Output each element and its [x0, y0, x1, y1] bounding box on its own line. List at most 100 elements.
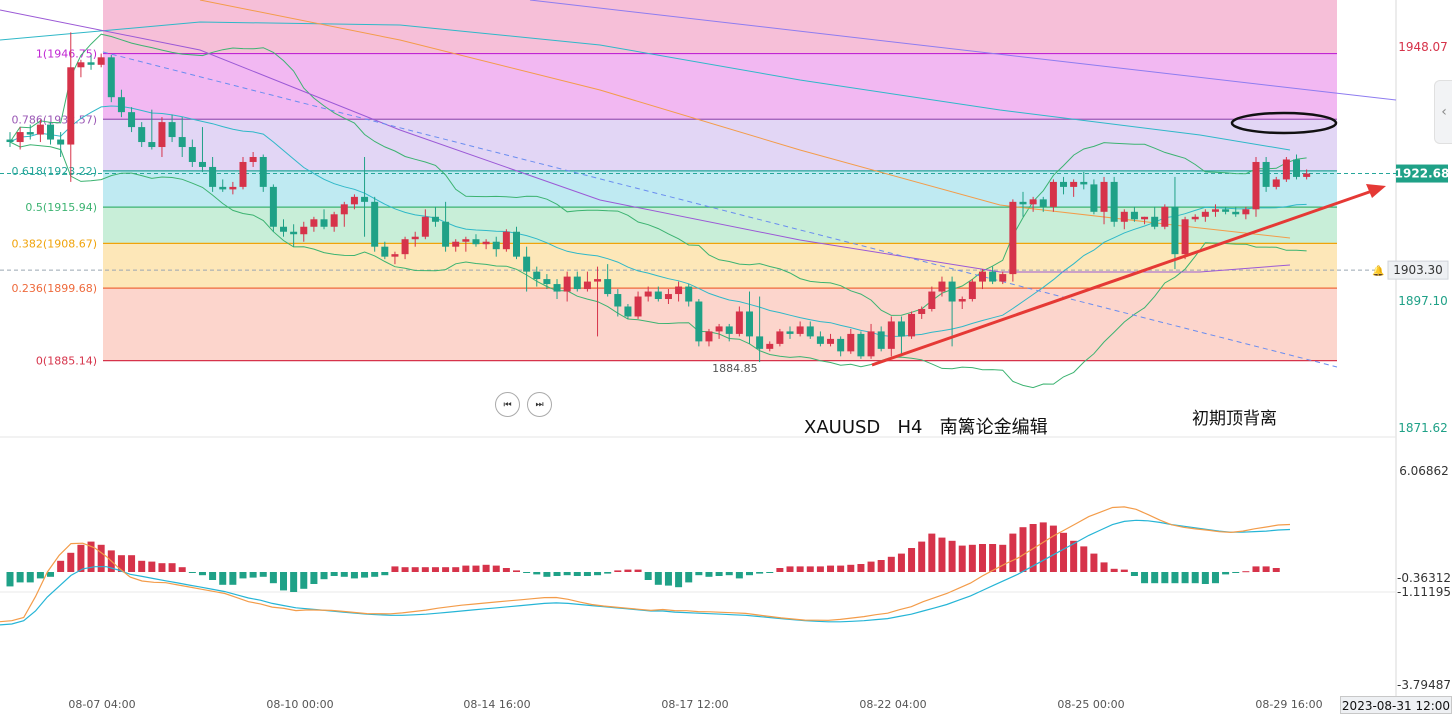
candle-body [259, 156, 267, 187]
candle-body [827, 338, 835, 344]
macd-bar [128, 555, 136, 572]
candle [786, 326, 794, 339]
macd-bar [350, 572, 358, 579]
candle-body [269, 186, 277, 227]
macd-bar [989, 544, 997, 572]
candle [766, 341, 774, 352]
candle [128, 107, 136, 133]
macd-bar [877, 560, 885, 572]
macd-bar [604, 572, 612, 574]
candle [239, 156, 247, 190]
candle-body [523, 256, 531, 272]
candle [928, 286, 936, 312]
candle [472, 234, 480, 247]
macd-bar [1201, 572, 1209, 584]
macd-bar [1049, 525, 1057, 572]
candle [756, 296, 764, 363]
candle [675, 281, 683, 302]
macd-bar [634, 569, 642, 572]
candle-body [107, 57, 115, 98]
candle [847, 328, 855, 354]
macd-bar [77, 544, 85, 572]
price-axis-tick: 1897.10 [1398, 294, 1448, 308]
macd-bar [614, 570, 622, 572]
macd-bar [411, 567, 419, 572]
candle-body [654, 291, 662, 300]
candle-body [249, 156, 257, 162]
candle [725, 323, 733, 342]
candle [320, 209, 328, 230]
side-panel-toggle[interactable]: ‹ [1434, 80, 1452, 144]
macd-bar [219, 572, 227, 585]
candle [897, 316, 905, 354]
candle [1019, 191, 1027, 217]
macd-bar [948, 540, 956, 572]
candle [523, 246, 531, 292]
macd-bar [401, 567, 409, 572]
macd-bar [624, 569, 632, 572]
candle-body [745, 311, 753, 337]
candle [887, 316, 895, 357]
candle-body [1049, 181, 1057, 207]
candle [16, 127, 24, 150]
candle-body [624, 306, 632, 317]
candle [654, 286, 662, 302]
candle [1130, 206, 1138, 222]
candle-body [897, 321, 905, 337]
macd-bar [887, 556, 895, 572]
macd-bar [1120, 569, 1128, 572]
candle-body [462, 239, 470, 242]
candle [1262, 156, 1270, 192]
time-axis-label: 08-10 00:00 [266, 698, 333, 711]
candle-body [452, 241, 460, 247]
macd-bar [138, 560, 146, 572]
macd-bar [148, 561, 156, 572]
macd-dif-line [0, 506, 1291, 623]
forward-button[interactable]: ⏭ [527, 392, 552, 417]
macd-bar [928, 533, 936, 572]
candle [290, 224, 298, 247]
candle [259, 154, 267, 192]
candle-body [188, 147, 196, 162]
macd-bar [553, 572, 561, 576]
candle-body [47, 124, 55, 140]
macd-bar [320, 572, 328, 580]
candle-body [1080, 181, 1088, 185]
candle-body [513, 231, 520, 257]
macd-bar [999, 544, 1007, 572]
macd-axis-tick: -0.36312 [1397, 571, 1451, 585]
candle [107, 54, 115, 103]
candle-body [1191, 216, 1199, 220]
fib-level-label: 0.5(1915.94) [25, 201, 97, 214]
candle [1222, 206, 1230, 215]
candle [1181, 216, 1189, 260]
candle-body [776, 331, 784, 344]
candle [57, 132, 65, 157]
candle [381, 241, 389, 260]
candle [138, 122, 146, 148]
rewind-button[interactable]: ⏮ [495, 392, 520, 417]
cursor-time-label: 2023-08-31 12:00 [1340, 696, 1452, 714]
candle-body [543, 279, 551, 285]
time-axis-label: 08-07 04:00 [68, 698, 135, 711]
candle-body [1171, 206, 1179, 255]
candle-body [999, 274, 1007, 282]
macd-bar [705, 572, 713, 577]
candle [1080, 171, 1088, 190]
macd-bar [968, 544, 976, 572]
candle [918, 306, 926, 319]
candle-body [1303, 173, 1311, 177]
candle-body [77, 62, 85, 68]
candle-body [968, 281, 976, 300]
macd-bar [654, 572, 662, 585]
candle-body [1070, 181, 1078, 187]
candle-body [735, 311, 743, 334]
candle-body [847, 333, 855, 352]
candle [178, 117, 186, 157]
candle-body [563, 276, 571, 292]
candle [715, 323, 723, 339]
alert-price-tag: 🔔 1903.30 [1372, 260, 1449, 280]
candle [1242, 206, 1250, 220]
long-trend-line [529, 0, 1397, 101]
